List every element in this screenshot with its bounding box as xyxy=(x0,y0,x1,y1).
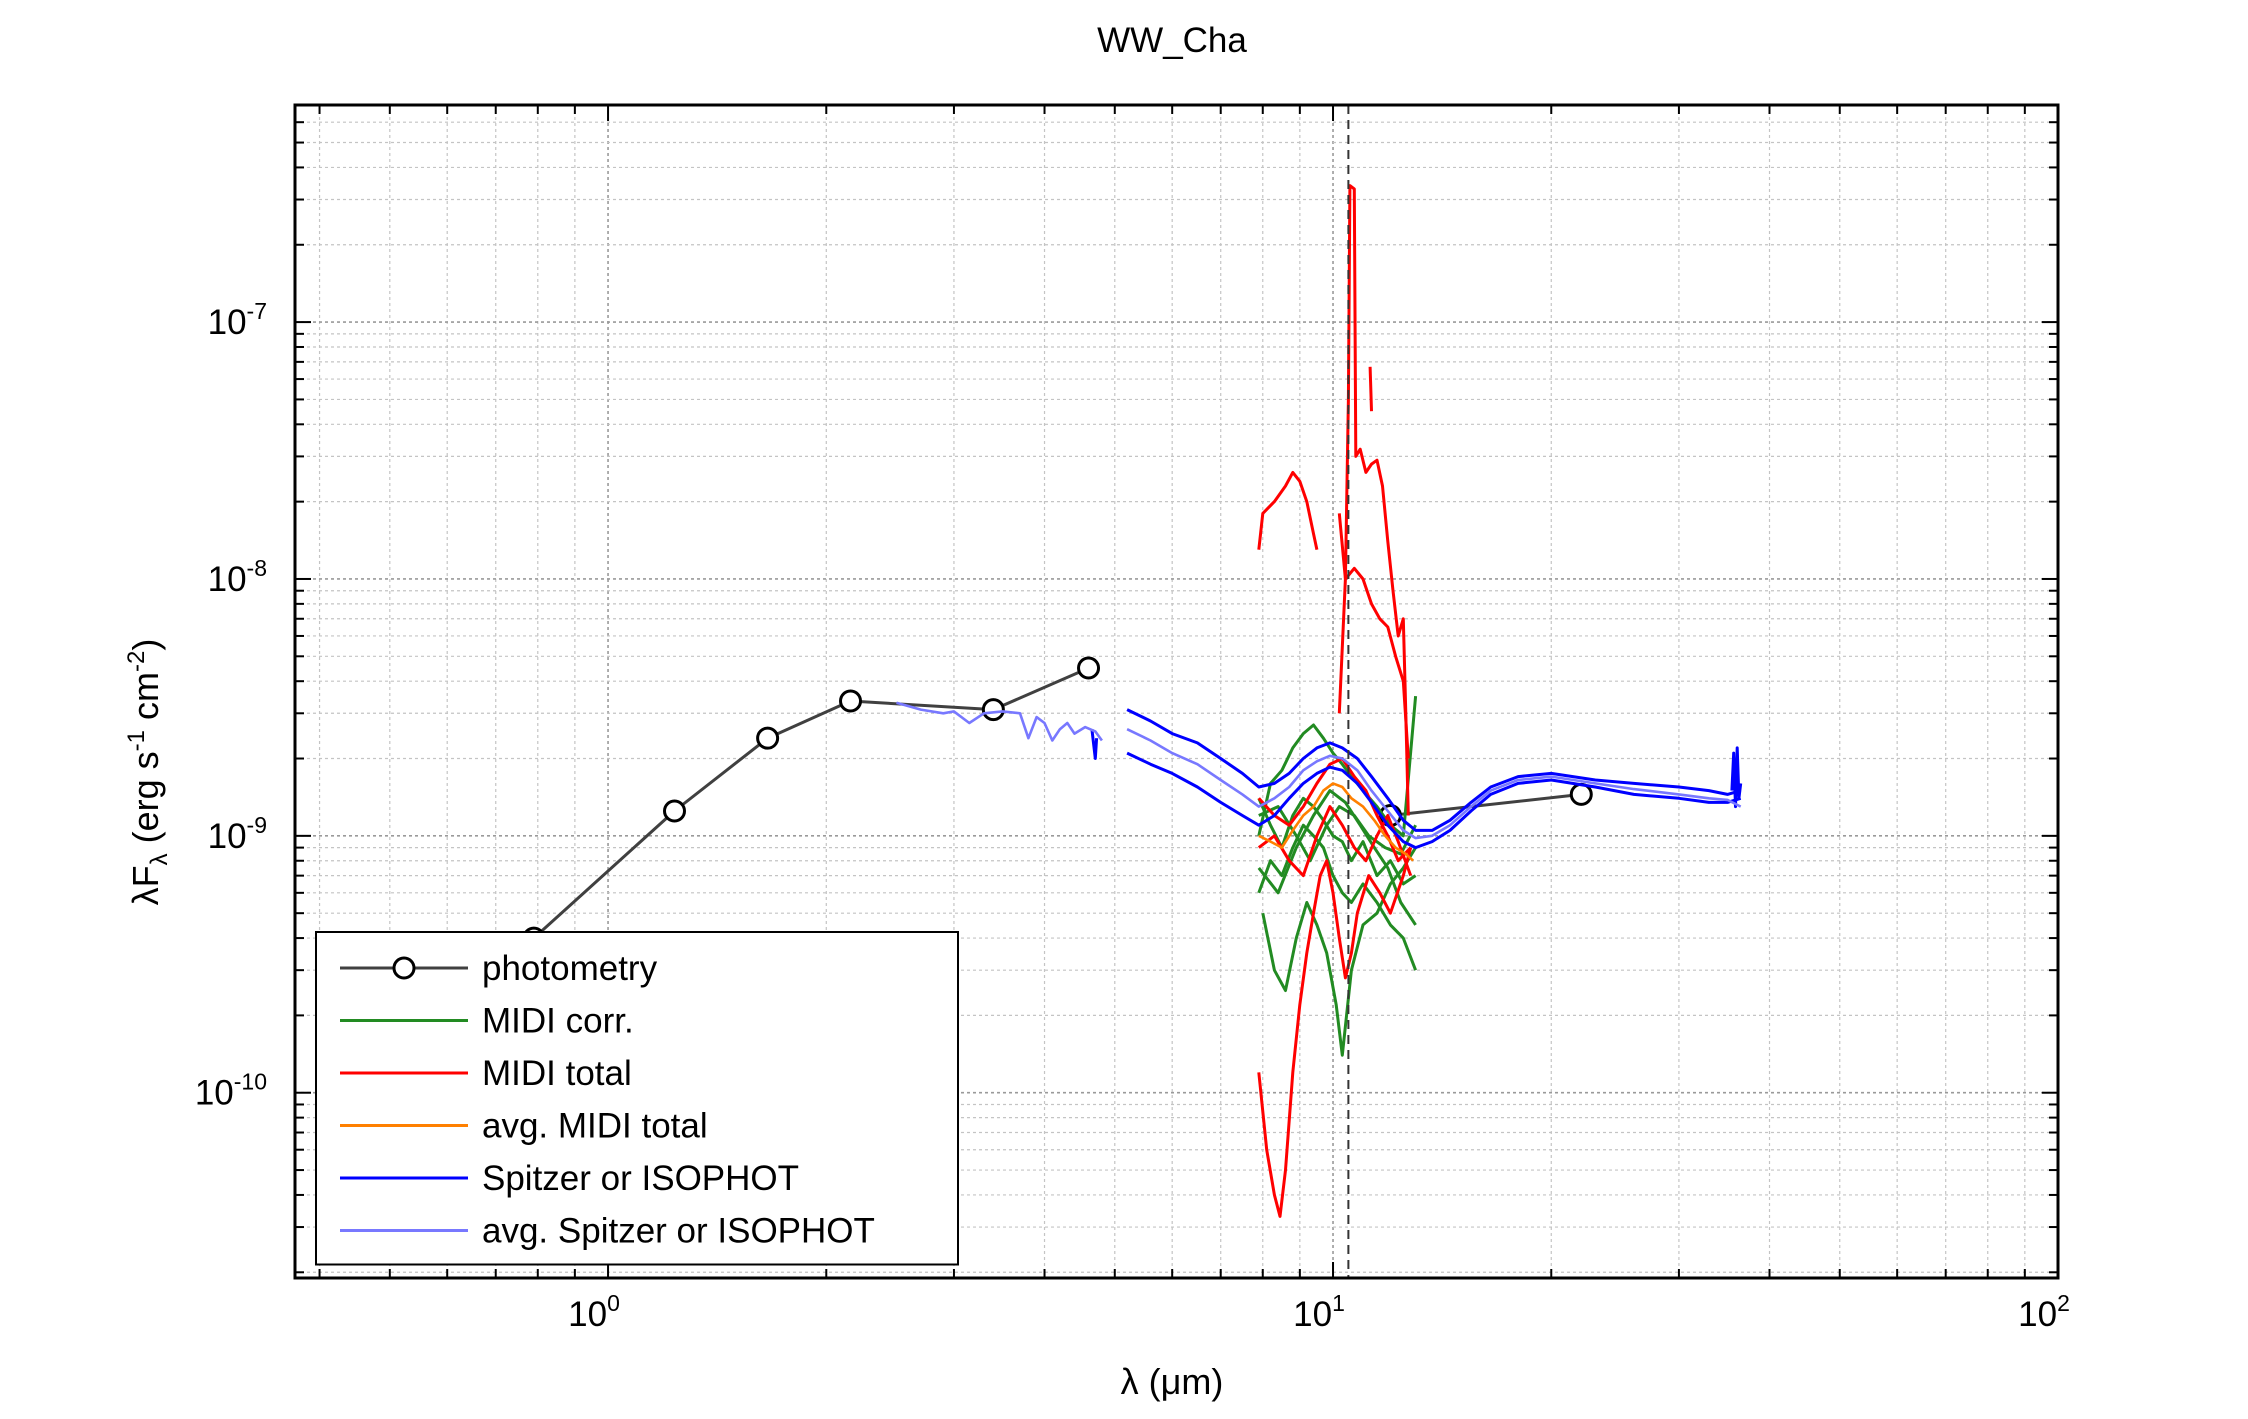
series-spitzer-or-isophot xyxy=(1090,708,1743,850)
x-tick-label: 101 xyxy=(1293,1290,1345,1334)
series-line xyxy=(1730,746,1743,809)
x-tick-label: 102 xyxy=(2018,1290,2070,1334)
legend-marker xyxy=(392,956,416,980)
legend-label: photometry xyxy=(482,949,658,988)
plot-frame xyxy=(293,103,2060,1280)
data-point xyxy=(981,698,1005,722)
series-photometry xyxy=(522,656,1593,950)
legend: photometry MIDI corr. MIDI total avg. MIDI … xyxy=(315,931,959,1266)
series-line xyxy=(1258,782,1415,862)
series-line xyxy=(1126,708,1742,832)
series-line xyxy=(1126,751,1742,850)
series-line xyxy=(1257,805,1413,878)
series-layer xyxy=(522,105,1743,1278)
y-tick-label: 10-7 xyxy=(208,298,267,342)
legend-label: avg. MIDI total xyxy=(482,1107,708,1146)
series-line xyxy=(1257,470,1319,551)
legend-entry-avg-spitzer-or-isophot: avg. Spitzer or ISOPHOT xyxy=(340,1212,875,1251)
legend-label: avg. Spitzer or ISOPHOT xyxy=(482,1212,875,1251)
y-tick-label: 10-10 xyxy=(195,1069,267,1113)
legend-entry-avg-midi-total: avg. MIDI total xyxy=(340,1107,708,1146)
data-point xyxy=(756,726,780,750)
series-line xyxy=(1261,846,1417,1057)
series-line xyxy=(532,666,1090,940)
series-line xyxy=(1368,366,1373,412)
legend-entry-midi-total: MIDI total xyxy=(340,1054,632,1093)
series-line xyxy=(1257,847,1413,1218)
legend-entry-midi-corr: MIDI corr. xyxy=(340,1002,634,1041)
legend-entry-spitzer-or-isophot: Spitzer or ISOPHOT xyxy=(340,1159,799,1198)
x-axis-label: λ (μm) xyxy=(1121,1361,1224,1402)
data-point xyxy=(839,689,863,713)
series-line xyxy=(896,701,1103,742)
data-point xyxy=(1077,656,1101,680)
legend-box xyxy=(315,931,959,1266)
legend-label: MIDI total xyxy=(482,1054,632,1093)
y-tick-label: 10-9 xyxy=(208,812,267,856)
series-line xyxy=(1337,184,1410,816)
y-axis-label: λFλ (erg s-1 cm-2) xyxy=(123,639,173,906)
chart-title: WW_Cha xyxy=(1097,21,1247,60)
series-avg-spitzer-or-isophot xyxy=(896,701,1742,840)
y-tick-label: 10-8 xyxy=(208,555,267,599)
series-line xyxy=(1390,792,1582,817)
series-midi-total xyxy=(1257,184,1413,1218)
x-tick-label: 100 xyxy=(568,1290,620,1334)
legend-entry-photometry: photometry xyxy=(340,949,658,988)
series-line xyxy=(1126,728,1742,840)
plot-axes: 100 101 102 10-10 10-9 10-8 10-7 xyxy=(195,103,2070,1334)
series-line xyxy=(1257,823,1418,971)
legend-label: MIDI corr. xyxy=(482,1002,634,1041)
data-point xyxy=(663,799,687,823)
series-avg-midi-total xyxy=(1258,782,1415,862)
legend-label: Spitzer or ISOPHOT xyxy=(482,1159,799,1198)
series-line xyxy=(1090,729,1099,760)
series-line xyxy=(1337,513,1410,759)
series-midi-corr xyxy=(1257,695,1418,1057)
